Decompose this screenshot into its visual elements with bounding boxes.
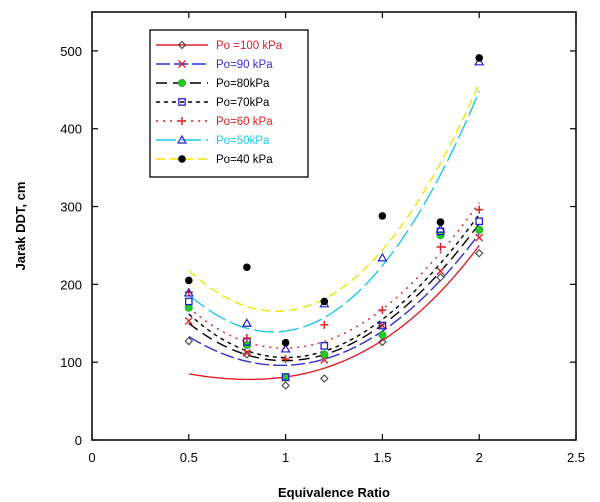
y-tick-label: 400 <box>60 122 82 137</box>
axis-ticks: 0 0.5 1 1.5 2 2.5 0 100 200 300 400 500 <box>60 12 585 465</box>
fit-curve-series-2 <box>188 233 480 367</box>
legend-entry: Po=70kPa <box>156 97 270 109</box>
legend-entry: Po=50kPa <box>156 134 270 147</box>
data-markers <box>183 54 485 390</box>
data-point-series-3 <box>475 225 484 234</box>
data-point-series-5 <box>242 334 251 343</box>
data-point-series-5 <box>475 205 484 214</box>
y-tick-label: 0 <box>75 433 82 448</box>
y-tick-label: 300 <box>60 200 82 215</box>
data-point-series-7 <box>436 218 445 226</box>
data-point-series-1 <box>320 374 329 383</box>
legend-entry: Po=60 kPa <box>156 116 273 128</box>
fit-curve-series-6 <box>188 91 480 333</box>
x-tick-label: 0.5 <box>180 450 198 465</box>
data-point-series-3 <box>436 231 445 240</box>
data-point-series-1 <box>474 248 484 258</box>
data-point-series-6 <box>377 252 388 262</box>
legend-label: Po=60 kPa <box>216 116 273 128</box>
legend-marker <box>178 117 186 125</box>
legend-entry: Po =100 kPa <box>156 40 283 52</box>
data-point-series-2 <box>475 233 484 242</box>
data-point-series-4 <box>184 297 193 306</box>
data-point-series-7 <box>185 276 193 285</box>
legend-entry: Po=80kPa <box>156 78 270 90</box>
data-point-series-6 <box>474 56 485 66</box>
data-point-series-1 <box>436 273 445 282</box>
legend-marker <box>176 134 188 144</box>
y-tick-label: 100 <box>60 355 82 370</box>
x-tick-label: 2.5 <box>567 450 585 465</box>
data-point-series-1 <box>184 336 194 346</box>
data-point-series-6 <box>280 343 291 353</box>
data-point-series-2 <box>242 348 251 357</box>
x-tick-label: 1.5 <box>373 450 391 465</box>
fit-curves <box>188 83 480 381</box>
legend-box <box>149 29 309 178</box>
y-axis-title: Jarak DDT, cm <box>13 182 28 271</box>
data-point-series-5 <box>320 320 329 329</box>
data-point-series-7 <box>243 263 251 272</box>
data-point-series-2 <box>436 267 445 276</box>
data-point-series-5 <box>281 355 290 364</box>
legend-marker <box>177 79 186 88</box>
x-tick-label: 0 <box>88 450 95 465</box>
fit-curve-series-1 <box>188 245 480 381</box>
legend-marker <box>178 98 186 106</box>
x-tick-label: 1 <box>282 450 289 465</box>
legend-label: Po=70kPa <box>216 97 270 109</box>
fit-curve-series-5 <box>188 202 480 349</box>
data-point-series-4 <box>475 217 484 226</box>
y-tick-label: 500 <box>60 44 82 59</box>
legend: Po =100 kPa Po=90 kPa Po=80kPa Po=70kPa Po=6… <box>149 29 309 178</box>
legend-label: Po =100 kPa <box>216 40 283 52</box>
data-point-series-6 <box>183 287 194 297</box>
fit-curve-series-3 <box>188 223 480 362</box>
x-tick-label: 2 <box>476 450 483 465</box>
data-point-series-3 <box>320 350 329 359</box>
data-point-series-5 <box>378 306 387 315</box>
fit-curve-series-7 <box>188 83 480 312</box>
data-point-series-4 <box>320 341 329 350</box>
data-point-series-7 <box>475 54 484 62</box>
legend-entry: Po=90 kPa <box>156 59 273 71</box>
y-tick-label: 200 <box>60 277 82 292</box>
fit-curve-series-4 <box>188 213 480 359</box>
legend-label: Po=80kPa <box>216 78 270 90</box>
data-point-series-7 <box>320 297 329 306</box>
data-point-series-6 <box>435 223 446 233</box>
data-point-series-2 <box>378 321 387 330</box>
legend-entry: Po=40 kPa <box>156 154 273 166</box>
data-point-series-5 <box>436 243 445 252</box>
x-axis-title: Equivalence Ratio <box>278 485 390 500</box>
data-point-series-1 <box>378 337 387 347</box>
legend-marker <box>177 40 187 50</box>
data-point-series-4 <box>281 373 290 381</box>
data-point-series-3 <box>378 330 387 339</box>
plot-frame <box>91 11 577 441</box>
data-point-series-6 <box>241 318 252 327</box>
data-point-series-4 <box>378 321 387 330</box>
data-point-series-2 <box>184 316 193 325</box>
data-point-series-7 <box>281 338 290 347</box>
data-point-series-1 <box>281 381 290 390</box>
legend-label: Po=90 kPa <box>216 59 273 71</box>
legend-label: Po=40 kPa <box>216 154 273 166</box>
legend-marker <box>178 155 186 163</box>
legend-marker <box>178 60 186 68</box>
legend-label: Po=50kPa <box>216 135 270 147</box>
data-point-series-7 <box>378 212 387 220</box>
data-point-series-1 <box>242 350 252 359</box>
